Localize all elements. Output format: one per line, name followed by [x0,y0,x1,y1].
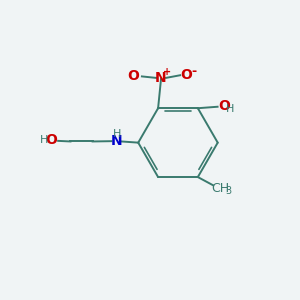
Text: H: H [40,135,48,145]
Text: H: H [113,129,122,139]
Text: 3: 3 [225,186,231,196]
Text: O: O [128,69,140,83]
Text: N: N [155,71,167,85]
Text: H: H [226,104,235,114]
Text: O: O [45,133,57,147]
Text: O: O [181,68,193,82]
Text: -: - [191,64,196,78]
Text: N: N [110,134,122,148]
Text: O: O [218,99,230,113]
Text: CH: CH [212,182,230,195]
Text: +: + [163,67,171,77]
